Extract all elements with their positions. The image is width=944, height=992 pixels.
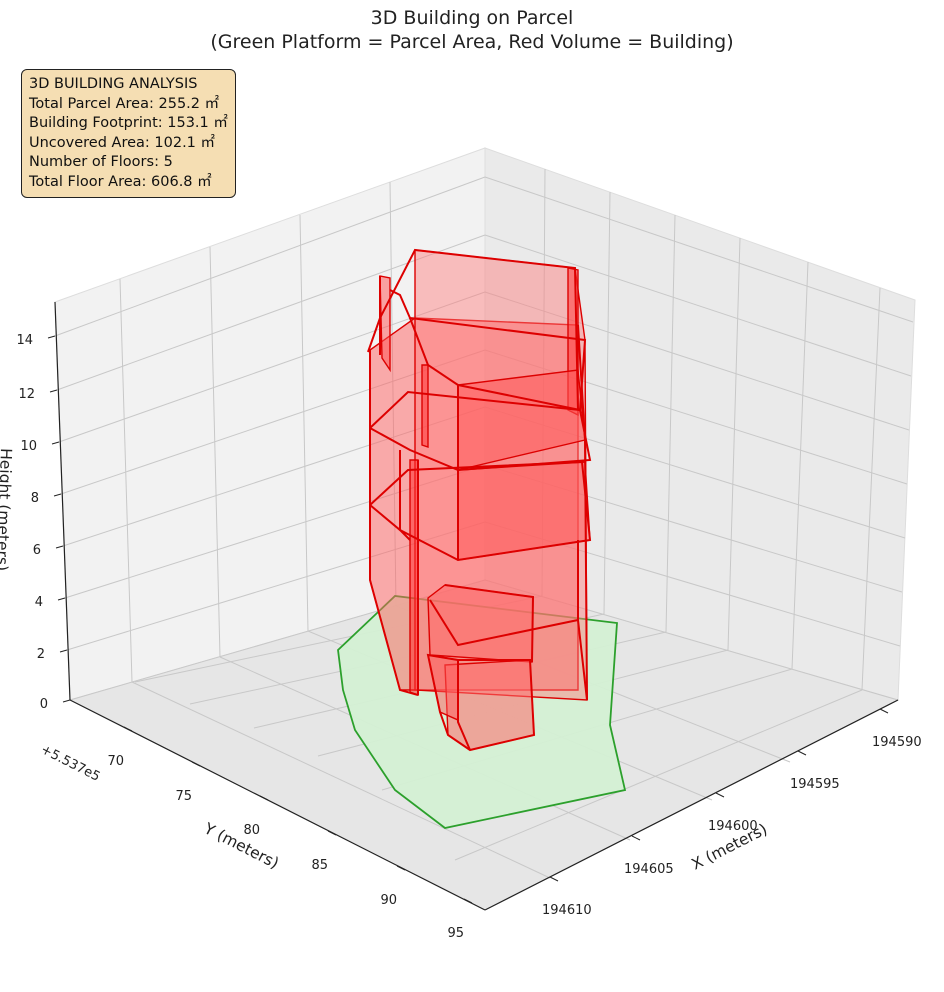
- y-tick-label: 85: [311, 858, 328, 873]
- x-tick-mark: [879, 708, 889, 714]
- info-line-uncovered: Uncovered Area: 102.1 ㎡: [29, 134, 216, 151]
- building-analysis-box: 3D BUILDING ANALYSIS Total Parcel Area: …: [21, 69, 236, 198]
- x-tick-mark: [715, 792, 725, 798]
- x-tick-label: 194600: [708, 819, 758, 834]
- y-tick-mark: [327, 830, 337, 836]
- title-line-2: (Green Platform = Parcel Area, Red Volum…: [210, 31, 734, 53]
- z-tick-label: 10: [20, 439, 37, 454]
- x-axis-line: [484, 699, 899, 911]
- y-ticks: 70 75 80 85 90 95: [107, 726, 473, 941]
- x-tick-mark: [631, 835, 641, 841]
- x-tick-label: 194605: [624, 862, 674, 877]
- y-tick-mark: [463, 898, 473, 904]
- z-tick-mark: [47, 335, 56, 339]
- z-tick-label: 4: [35, 595, 43, 610]
- z-tick-mark: [55, 545, 64, 549]
- x-tick-mark: [549, 876, 559, 882]
- x-tick-label: 194595: [790, 777, 840, 792]
- y-tick-label: 80: [243, 823, 260, 838]
- z-tick-mark: [59, 649, 68, 653]
- z-axis-line: [54, 301, 71, 701]
- z-tick-label: 12: [18, 387, 35, 402]
- z-tick-mark: [51, 441, 60, 445]
- z-tick-label: 2: [37, 647, 45, 662]
- y-tick-mark: [259, 795, 269, 801]
- x-ticks: 194590 194595 194600 194605 194610: [542, 708, 922, 918]
- x-tick-label: 194610: [542, 903, 592, 918]
- info-heading: 3D BUILDING ANALYSIS: [29, 76, 198, 92]
- y-tick-label: 70: [107, 754, 124, 769]
- z-tick-label: 6: [33, 543, 41, 558]
- y-axis-line: [69, 699, 486, 911]
- building-edges: [367, 248, 592, 752]
- y-tick-mark: [396, 865, 406, 871]
- title-line-1: 3D Building on Parcel: [370, 7, 574, 29]
- z-ticks: 0 2 4 6 8 10 12 14: [16, 333, 71, 712]
- y-axis-label: Y (meters): [200, 819, 281, 872]
- z-tick-mark: [53, 493, 62, 497]
- z-tick-label: 8: [31, 491, 39, 506]
- z-tick-mark: [49, 389, 58, 393]
- z-tick-mark: [62, 699, 71, 703]
- y-tick-mark: [123, 726, 133, 732]
- z-axis-label: Height (meters): [0, 448, 15, 572]
- info-line-floors: Number of Floors: 5: [29, 154, 173, 170]
- z-tick-label: 14: [16, 333, 33, 348]
- z-tick-label: 0: [40, 697, 48, 712]
- info-line-parcel-area: Total Parcel Area: 255.2 ㎡: [29, 95, 220, 112]
- y-tick-label: 95: [447, 926, 464, 941]
- y-tick-label: 90: [380, 893, 397, 908]
- y-offset-label: +5.537e5: [38, 742, 102, 785]
- info-line-footprint: Building Footprint: 153.1 ㎡: [29, 115, 228, 131]
- y-tick-label: 75: [175, 789, 192, 804]
- x-tick-label: 194590: [872, 735, 922, 750]
- y-tick-mark: [191, 761, 201, 767]
- info-line-floor-area: Total Floor Area: 606.8 ㎡: [29, 173, 212, 190]
- x-tick-mark: [797, 750, 807, 756]
- chart-title: 3D Building on Parcel (Green Platform = …: [0, 6, 944, 54]
- z-tick-mark: [57, 597, 66, 601]
